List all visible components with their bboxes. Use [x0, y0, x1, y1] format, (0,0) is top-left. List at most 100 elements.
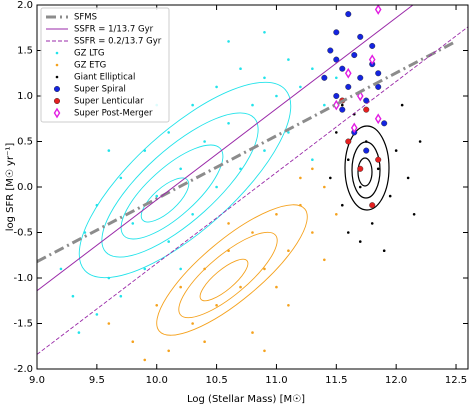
point: [381, 120, 388, 127]
point: [346, 158, 350, 161]
point: [370, 222, 374, 225]
series-line: [37, 26, 468, 355]
legend-label: SSFR = 0.2/13.7 Gyr: [74, 37, 162, 47]
point: [374, 113, 382, 125]
etg-contour: [178, 231, 278, 319]
point: [412, 213, 416, 216]
point: [155, 194, 159, 198]
point: [323, 103, 326, 107]
point: [388, 194, 392, 198]
point: [363, 106, 370, 113]
legend-label: Super Lenticular: [74, 97, 144, 107]
ltg-contour: [101, 112, 259, 258]
point: [345, 11, 352, 18]
point: [227, 122, 230, 125]
y-tick-label: -1.5: [13, 319, 33, 330]
point: [357, 33, 364, 40]
point: [59, 267, 63, 271]
point: [155, 304, 159, 307]
etg-contour: [156, 204, 308, 336]
point: [215, 85, 218, 89]
point: [339, 106, 346, 113]
point: [339, 65, 346, 72]
point: [227, 40, 230, 43]
point: [358, 240, 362, 243]
point: [191, 103, 194, 107]
legend-swatch: [55, 51, 59, 55]
point: [287, 304, 290, 307]
point: [167, 240, 170, 243]
point: [369, 202, 376, 209]
point: [287, 58, 290, 61]
point: [323, 258, 326, 262]
point: [351, 52, 358, 59]
legend-label: GZ LTG: [74, 49, 104, 59]
point: [335, 213, 338, 216]
y-tick-label: -2.0: [13, 364, 33, 375]
point: [335, 76, 338, 80]
point: [77, 331, 81, 334]
point: [263, 267, 266, 271]
point: [191, 213, 194, 216]
point: [143, 358, 147, 362]
legend-swatch: [54, 97, 61, 104]
point: [368, 54, 376, 65]
legend-label: SSFR = 1/13.7 Gyr: [74, 25, 154, 35]
x-tick-label: 9.0: [29, 375, 45, 386]
point: [143, 149, 147, 152]
point: [239, 67, 242, 70]
point: [251, 331, 254, 334]
point: [345, 138, 352, 145]
x-tick-label: 10.0: [146, 375, 168, 386]
ltg-contour: [78, 81, 292, 279]
point: [239, 167, 242, 171]
point: [131, 222, 135, 225]
point: [345, 83, 352, 90]
contours: [78, 81, 390, 336]
point: [95, 203, 99, 207]
point: [394, 149, 398, 152]
point: [83, 231, 87, 234]
x-tick-label: 12.5: [445, 375, 467, 386]
point: [107, 322, 111, 325]
point: [321, 74, 328, 81]
point: [131, 340, 135, 344]
point: [167, 131, 170, 134]
point: [357, 165, 364, 172]
point: [375, 83, 382, 90]
point: [332, 99, 340, 111]
point: [263, 31, 266, 34]
point: [215, 185, 218, 189]
etg-contour: [199, 258, 249, 302]
point: [418, 140, 422, 143]
y-tick-label: 0.5: [17, 137, 33, 148]
legend-label: GZ ETG: [74, 61, 106, 71]
point: [119, 294, 123, 298]
point: [400, 103, 404, 107]
point: [311, 231, 314, 234]
point: [369, 42, 376, 49]
point: [323, 185, 326, 189]
elliptical-contour: [357, 157, 373, 187]
point: [363, 147, 370, 154]
point: [191, 322, 194, 325]
point: [335, 131, 338, 134]
point: [263, 76, 266, 80]
series-line: [37, 5, 414, 292]
point: [363, 97, 370, 104]
legend-swatch: [53, 107, 61, 119]
point: [107, 149, 111, 152]
point: [167, 349, 170, 353]
x-axis-label: Log (Stellar Mass) [M☉]: [187, 394, 305, 405]
y-tick-label: -1.0: [13, 273, 33, 284]
series-line: [37, 40, 457, 263]
point: [357, 74, 364, 81]
legend-swatch: [55, 63, 59, 67]
point: [263, 149, 266, 152]
point: [299, 85, 302, 89]
point: [311, 158, 314, 161]
point: [375, 70, 382, 77]
point: [299, 203, 302, 207]
